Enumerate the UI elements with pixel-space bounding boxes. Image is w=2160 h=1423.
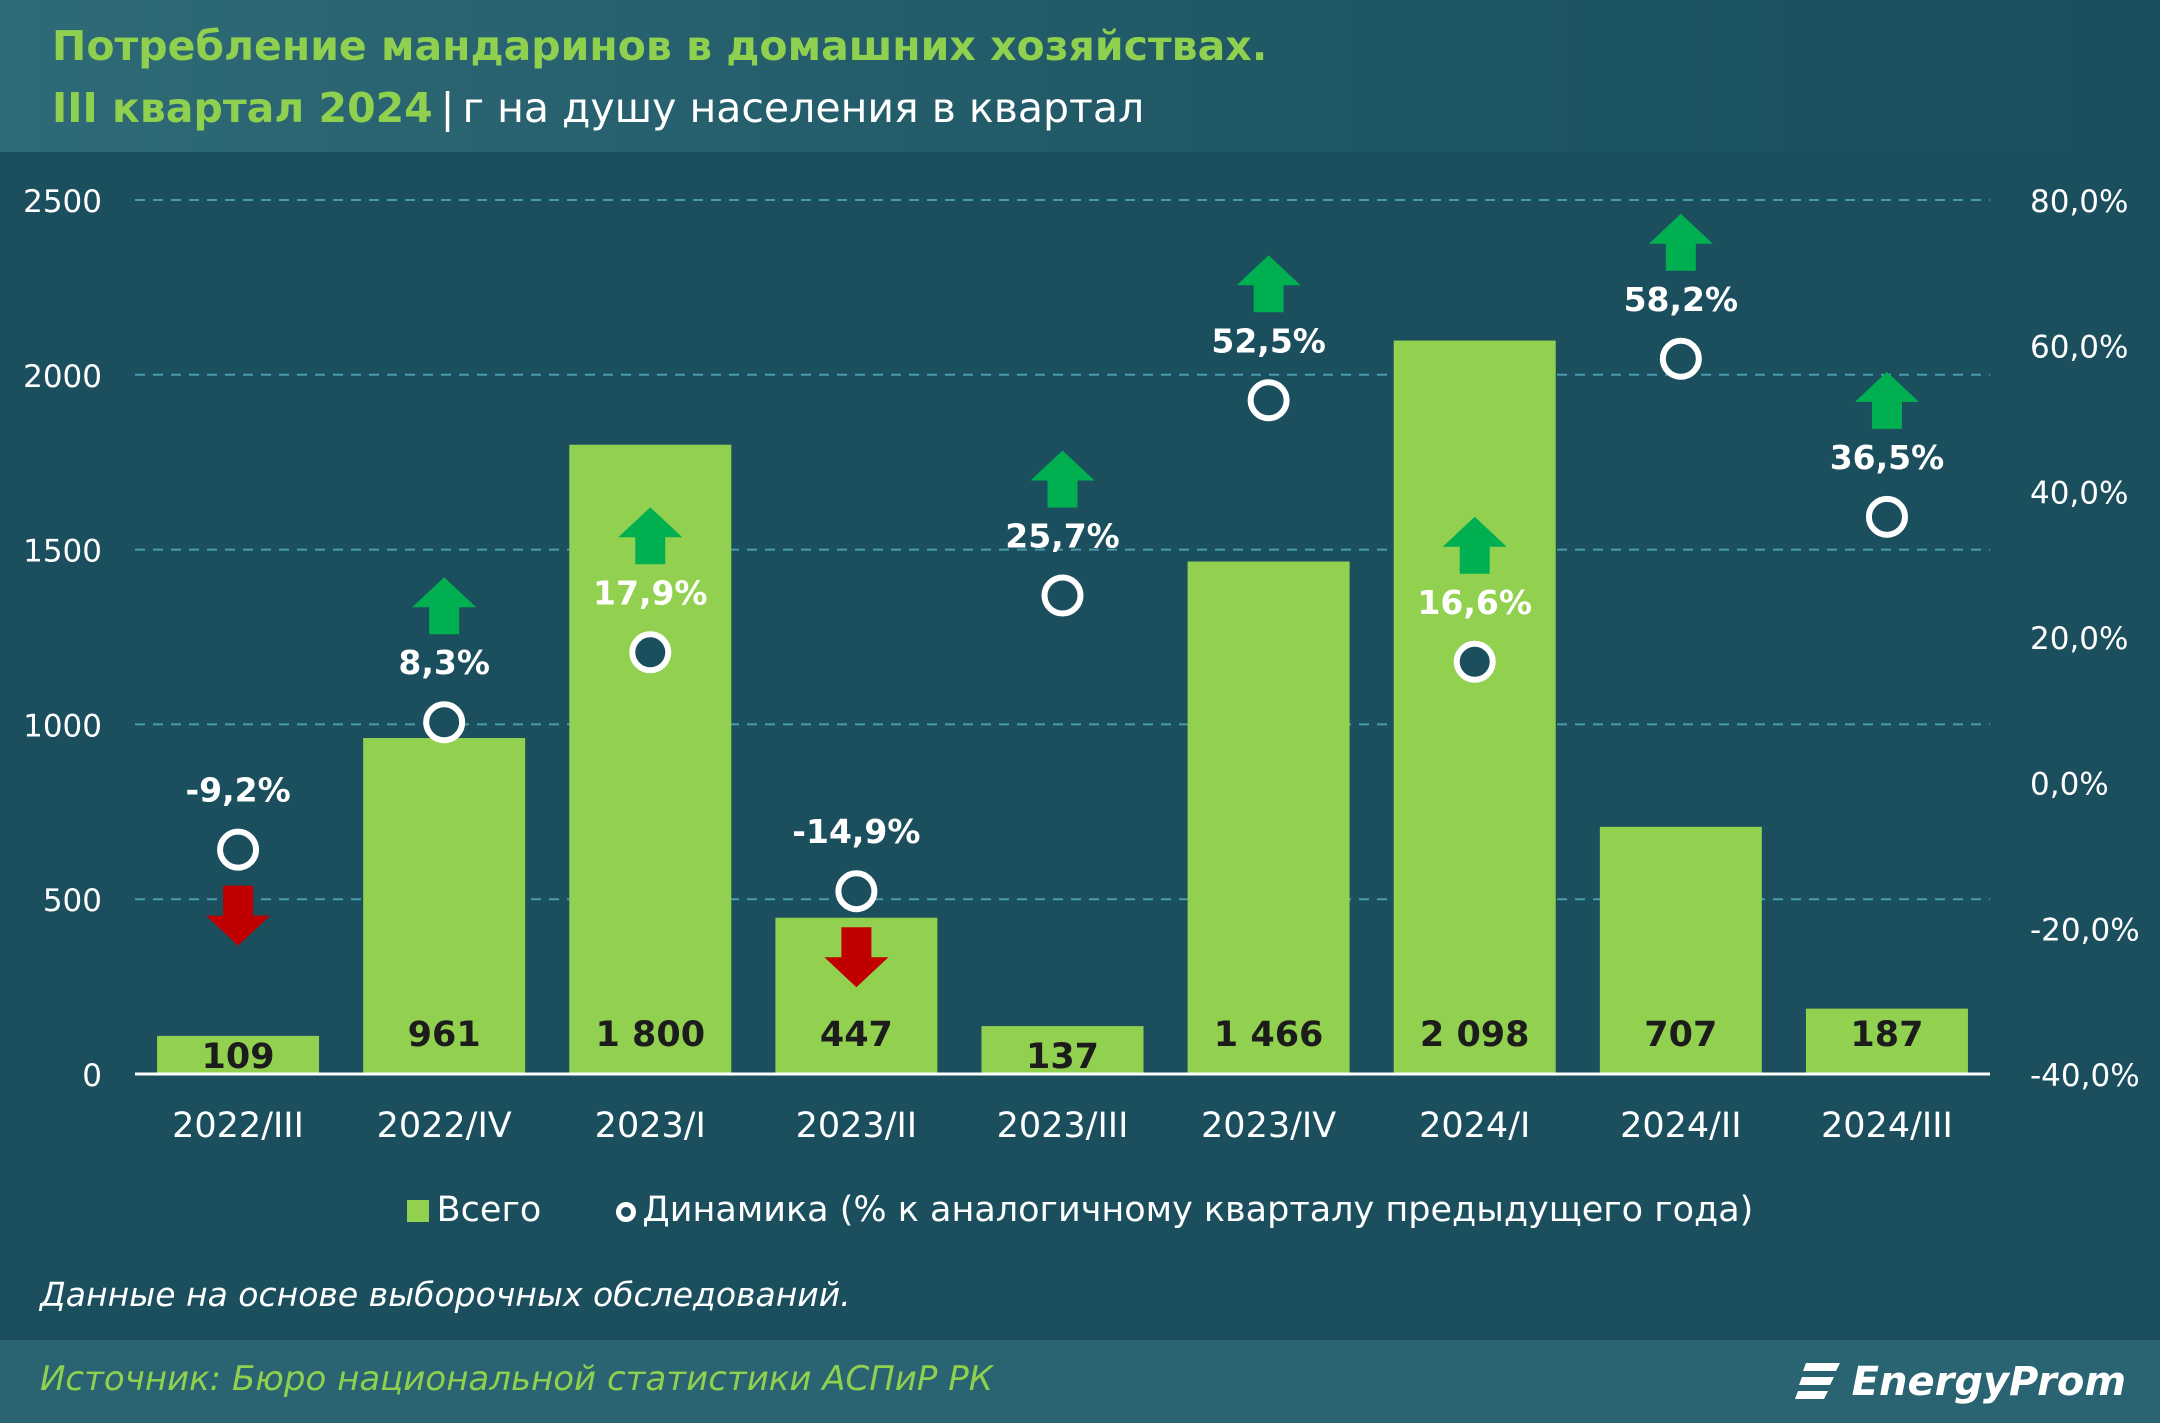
category-tick-label: 2022/III: [172, 1106, 304, 1146]
left-axis-tick-label: 2500: [23, 184, 102, 220]
dynamics-point: [1247, 379, 1290, 422]
bar: [1187, 561, 1350, 1074]
left-axis-tick-label: 2000: [23, 359, 102, 395]
dynamics-markers: -9,2% 8,3% 17,9% -14,9% 25,7% 52,5% 16,6% 58,2%…: [185, 213, 1945, 988]
bar: [981, 1026, 1144, 1074]
up-arrow-icon: [1030, 450, 1095, 508]
dynamics-value-label: 52,5%: [1211, 321, 1326, 360]
category-tick-label: 2024/III: [1821, 1106, 1953, 1146]
left-axis-tick-label: 1000: [23, 708, 102, 744]
dynamics-point: [1865, 495, 1908, 538]
up-arrow-icon: [1236, 255, 1301, 313]
up-arrow-icon: [1854, 371, 1919, 429]
bar-value-label: 1 466: [1214, 1015, 1324, 1055]
combo-chart: 109 961 1 800 447 137 1 466 2 098 707 187 0 500 10…: [23, 184, 2140, 1146]
legend-item-dynamics: Динамика (% к аналогичному кварталу пред…: [616, 1190, 1753, 1230]
energyprom-logo: EnergyProm: [1794, 1354, 2126, 1410]
chart-area: 109 961 1 800 447 137 1 466 2 098 707 187 0 500 10…: [0, 152, 2160, 1337]
bar-value-label: 1 800: [595, 1015, 705, 1055]
up-arrow-icon: [618, 507, 683, 565]
dynamics-value-label: 25,7%: [1005, 516, 1120, 555]
category-tick-label: 2023/III: [997, 1106, 1129, 1146]
dynamics-value-label: -9,2%: [185, 771, 290, 810]
legend: Всего Динамика (% к аналогичному квартал…: [0, 1190, 2160, 1230]
bar-value-label: 187: [1850, 1015, 1923, 1055]
left-axis-tick-label: 500: [43, 883, 102, 919]
dynamics-point: [1041, 574, 1084, 617]
right-axis-tick-label: 60,0%: [2030, 330, 2128, 366]
dynamics-point: [1659, 337, 1702, 380]
category-tick-label: 2023/II: [796, 1106, 918, 1146]
bar: [363, 738, 526, 1074]
dynamics-point: [835, 870, 878, 913]
up-arrow-icon: [1442, 516, 1507, 574]
chart-title: Потребление мандаринов в домашних хозяйс…: [52, 22, 1268, 70]
dynamics-value-label: 8,3%: [398, 643, 490, 682]
bar: [1805, 1008, 1968, 1074]
down-arrow-icon: [206, 885, 271, 946]
down-arrow-icon: [824, 927, 889, 988]
bar-value-label: 2 098: [1420, 1015, 1530, 1055]
bar: [1599, 826, 1762, 1074]
subtitle-period: III квартал 2024: [52, 84, 433, 132]
chart-header: Потребление мандаринов в домашних хозяйс…: [0, 0, 2160, 152]
right-axis-tick-label: 0,0%: [2030, 767, 2109, 803]
right-axis-tick-label: 20,0%: [2030, 621, 2128, 657]
dynamics-point: [423, 701, 466, 744]
right-axis-tick-label: -40,0%: [2030, 1058, 2140, 1094]
legend-item-total: Всего: [406, 1190, 542, 1230]
dynamics-value-label: 36,5%: [1830, 438, 1945, 477]
legend-square-icon: [406, 1200, 429, 1222]
footer: Источник: Бюро национальной статистики А…: [0, 1340, 2160, 1423]
category-tick-label: 2023/I: [595, 1106, 706, 1146]
dynamics-point: [217, 828, 260, 871]
axes: 0 500 1000 1500 2000 2500 -40,0% -20,0% 0,0% 20,0…: [23, 184, 2140, 1146]
dynamics-value-label: -14,9%: [792, 812, 920, 851]
source-text: Источник: Бюро национальной статистики А…: [40, 1359, 993, 1399]
category-tick-label: 2023/IV: [1201, 1106, 1336, 1146]
subtitle-separator: |: [440, 84, 455, 132]
bar-value-label: 109: [202, 1037, 275, 1077]
bar-value-label: 707: [1644, 1015, 1717, 1055]
logo-text: EnergyProm: [1851, 1359, 2126, 1405]
dynamics-value-label: 17,9%: [593, 573, 708, 612]
right-axis-tick-label: 80,0%: [2030, 184, 2128, 220]
up-arrow-icon: [412, 577, 477, 635]
category-tick-label: 2022/IV: [377, 1106, 512, 1146]
left-axis-tick-label: 0: [82, 1058, 102, 1094]
bar-value-label: 447: [820, 1015, 893, 1055]
dynamics-point: [1453, 640, 1496, 683]
legend-label-dynamics: Динамика (% к аналогичному кварталу пред…: [642, 1190, 1754, 1230]
bar: [157, 1035, 320, 1074]
right-axis-tick-label: -20,0%: [2030, 912, 2140, 948]
bar-value-label: 961: [408, 1015, 481, 1055]
category-tick-label: 2024/II: [1620, 1106, 1742, 1146]
logo-mark-icon: [1794, 1363, 1840, 1399]
subtitle-unit: г на душу населения в квартал: [462, 84, 1145, 132]
up-arrow-icon: [1648, 213, 1713, 271]
right-axis-tick-label: 40,0%: [2030, 475, 2128, 511]
bar-value-label: 137: [1026, 1037, 1099, 1077]
left-axis-tick-label: 1500: [23, 534, 102, 570]
data-note: Данные на основе выборочных обследований…: [40, 1275, 851, 1314]
dynamics-value-label: 16,6%: [1417, 583, 1532, 622]
bar: [1393, 340, 1556, 1074]
legend-circle-icon: [616, 1202, 637, 1222]
category-tick-label: 2024/I: [1419, 1106, 1530, 1146]
dynamics-value-label: 58,2%: [1624, 280, 1739, 319]
chart-subtitle: III квартал 2024 | г на душу населения в к…: [52, 84, 1144, 132]
legend-label-total: Всего: [436, 1190, 542, 1230]
dynamics-point: [629, 631, 672, 674]
